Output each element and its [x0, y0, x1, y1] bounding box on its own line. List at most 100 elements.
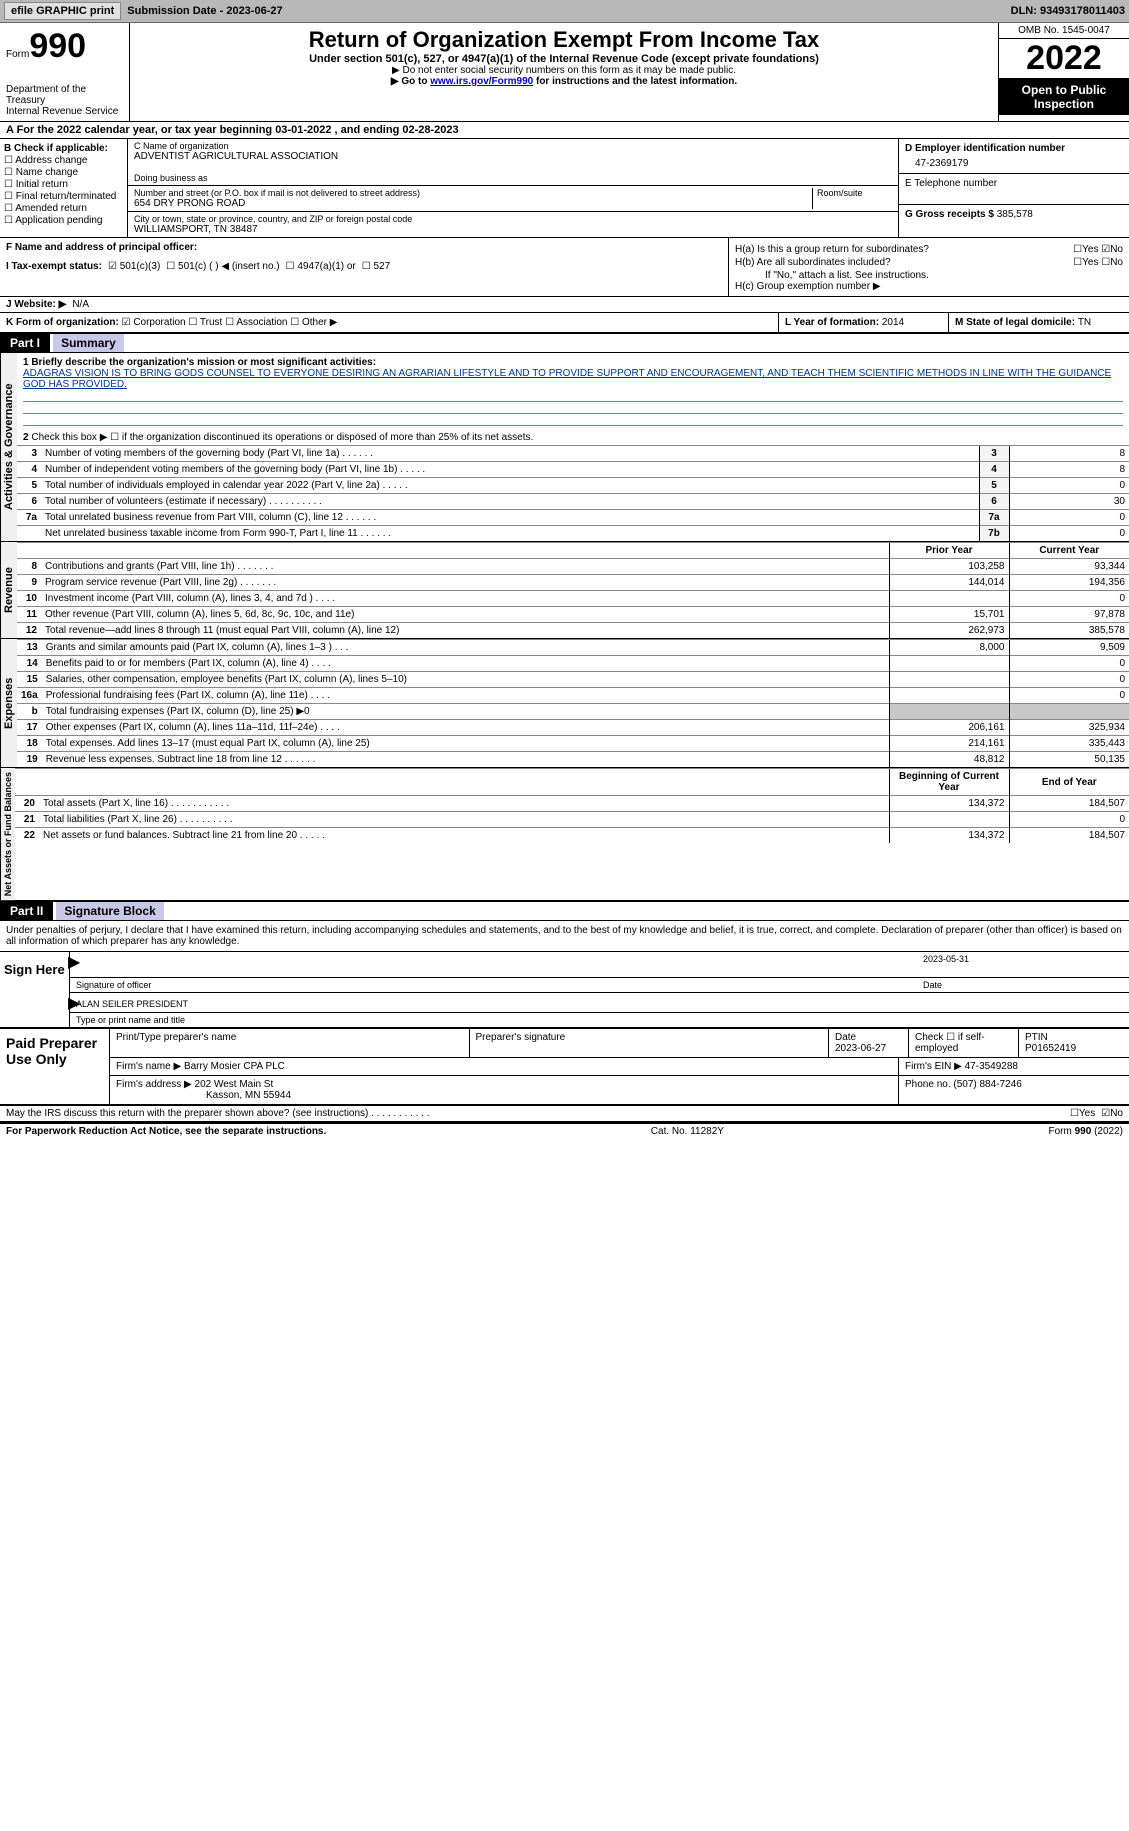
footer-left: For Paperwork Reduction Act Notice, see …	[6, 1126, 326, 1137]
firm-addr-label: Firm's address ▶	[116, 1079, 195, 1090]
part2-title: Signature Block	[56, 902, 163, 920]
part2-badge: Part II	[0, 902, 53, 920]
sig-date-value: 2023-05-31	[923, 954, 1123, 964]
discuss-yes[interactable]: ☐Yes	[1070, 1108, 1095, 1119]
expenses-table: 13Grants and similar amounts paid (Part …	[17, 639, 1129, 767]
efile-button[interactable]: efile GRAPHIC print	[4, 2, 121, 20]
q2-text: Check this box ▶ ☐ if the organization d…	[31, 432, 533, 443]
firm-ein: 47-3549288	[965, 1061, 1018, 1072]
row-j-website: J Website: ▶N/A	[0, 297, 1129, 313]
col-f-officer: F Name and address of principal officer:…	[0, 238, 729, 296]
city-label: City or town, state or province, country…	[134, 214, 892, 224]
sign-here-label: Sign Here	[0, 952, 70, 1027]
goto-note: ▶ Go to www.irs.gov/Form990 for instruct…	[136, 76, 992, 87]
state-domicile: TN	[1078, 317, 1091, 328]
hb-label: H(b) Are all subordinates included?	[735, 257, 891, 268]
chk-association[interactable]: ☐ Association	[225, 317, 287, 328]
form-title: Return of Organization Exempt From Incom…	[136, 27, 992, 53]
chk-initial-return[interactable]: ☐ Initial return	[4, 179, 123, 190]
prep-name-label: Print/Type preparer's name	[116, 1032, 463, 1043]
dba-label: Doing business as	[134, 173, 892, 183]
firm-name: Barry Mosier CPA PLC	[184, 1061, 285, 1072]
hb-note: If "No," attach a list. See instructions…	[735, 270, 1123, 281]
prep-self-emp[interactable]: Check ☐ if self-employed	[909, 1029, 1019, 1057]
revenue-table: Prior YearCurrent Year8Contributions and…	[17, 542, 1129, 638]
expenses-section: Expenses 13Grants and similar amounts pa…	[0, 639, 1129, 768]
col-b-checkboxes: B Check if applicable: ☐ Address change …	[0, 139, 128, 237]
ag-table: 3Number of voting members of the governi…	[17, 445, 1129, 541]
part1-header-row: Part I Summary	[0, 334, 1129, 353]
net-assets-section: Net Assets or Fund Balances Beginning of…	[0, 768, 1129, 902]
ha-no[interactable]: ☑No	[1101, 244, 1123, 255]
chk-corporation[interactable]: ☑ Corporation	[122, 317, 186, 328]
chk-amended-return[interactable]: ☐ Amended return	[4, 203, 123, 214]
chk-501c[interactable]: ☐ 501(c) ( ) ◀ (insert no.)	[166, 261, 279, 272]
name-title-label: Type or print name and title	[70, 1013, 1129, 1027]
chk-other[interactable]: ☐ Other ▶	[290, 317, 337, 328]
hc-label: H(c) Group exemption number ▶	[735, 281, 1123, 292]
chk-4947[interactable]: ☐ 4947(a)(1) or	[286, 261, 356, 272]
row-l-label: L Year of formation:	[785, 317, 882, 328]
addr-label: Number and street (or P.O. box if mail i…	[134, 188, 812, 198]
street-address: 654 DRY PRONG ROAD	[134, 198, 812, 209]
officer-name-title: ALAN SEILER PRESIDENT	[76, 999, 188, 1009]
org-name: ADVENTIST AGRICULTURAL ASSOCIATION	[134, 151, 892, 162]
discuss-no[interactable]: ☑No	[1101, 1108, 1123, 1119]
open-inspection: Open to Public Inspection	[999, 79, 1129, 115]
sig-officer-label: Signature of officer	[76, 980, 923, 990]
part2-header-row: Part II Signature Block	[0, 902, 1129, 921]
part1-title: Summary	[53, 334, 124, 352]
top-toolbar: efile GRAPHIC print Submission Date - 20…	[0, 0, 1129, 23]
footer-mid: Cat. No. 11282Y	[651, 1126, 724, 1137]
chk-501c3[interactable]: ☑ 501(c)(3)	[108, 261, 160, 272]
paid-preparer-label: Paid Preparer Use Only	[0, 1029, 110, 1104]
chk-trust[interactable]: ☐ Trust	[188, 317, 222, 328]
chk-527[interactable]: ☐ 527	[362, 261, 390, 272]
submission-date: Submission Date - 2023-06-27	[127, 5, 282, 17]
discuss-row: May the IRS discuss this return with the…	[0, 1106, 1129, 1123]
hb-no[interactable]: ☐No	[1101, 257, 1123, 268]
activities-governance-section: Activities & Governance 1 Briefly descri…	[0, 353, 1129, 542]
row-k-label: K Form of organization:	[6, 317, 119, 328]
chk-name-change[interactable]: ☐ Name change	[4, 167, 123, 178]
firm-ein-label: Firm's EIN ▶	[905, 1061, 965, 1072]
net-table: Beginning of Current YearEnd of Year20To…	[15, 768, 1129, 843]
row-a-tax-year: A For the 2022 calendar year, or tax yea…	[0, 122, 1129, 139]
sign-here-block: Sign Here ▶ 2023-05-31 Signature of offi…	[0, 952, 1129, 1029]
revenue-section: Revenue Prior YearCurrent Year8Contribut…	[0, 542, 1129, 639]
chk-address-change[interactable]: ☐ Address change	[4, 155, 123, 166]
row-klm: K Form of organization: ☑ Corporation ☐ …	[0, 313, 1129, 334]
prep-date-value: 2023-06-27	[835, 1043, 886, 1054]
dept-treasury: Department of the Treasury Internal Reve…	[6, 84, 123, 117]
sig-date-label: Date	[923, 980, 1123, 990]
gross-receipts: 385,578	[997, 209, 1033, 220]
page-footer: For Paperwork Reduction Act Notice, see …	[0, 1123, 1129, 1139]
part1-badge: Part I	[0, 334, 50, 352]
hb-yes[interactable]: ☐Yes	[1073, 257, 1098, 268]
prep-sig-label: Preparer's signature	[476, 1032, 823, 1043]
exp-label: Expenses	[0, 639, 17, 767]
ein-value: 47-2369179	[905, 158, 1123, 169]
chk-app-pending[interactable]: ☐ Application pending	[4, 215, 123, 226]
footer-right: Form 990 (2022)	[1049, 1126, 1123, 1137]
paid-preparer-block: Paid Preparer Use Only Print/Type prepar…	[0, 1029, 1129, 1106]
chk-final-return[interactable]: ☐ Final return/terminated	[4, 191, 123, 202]
prep-date-label: Date	[835, 1032, 856, 1043]
ha-yes[interactable]: ☐Yes	[1073, 244, 1098, 255]
phone-value: (507) 884-7246	[953, 1079, 1021, 1090]
row-m-label: M State of legal domicile:	[955, 317, 1078, 328]
rev-label: Revenue	[0, 542, 17, 638]
phone-label: Phone no.	[905, 1079, 953, 1090]
ein-label: D Employer identification number	[905, 143, 1123, 154]
tel-label: E Telephone number	[905, 178, 1123, 189]
irs-link[interactable]: www.irs.gov/Form990	[430, 76, 533, 87]
perjury-declaration: Under penalties of perjury, I declare th…	[0, 921, 1129, 952]
net-label: Net Assets or Fund Balances	[0, 768, 15, 900]
form-number: Form990	[6, 27, 123, 66]
mission-text: ADAGRAS VISION IS TO BRING GODS COUNSEL …	[23, 368, 1111, 390]
firm-name-label: Firm's name ▶	[116, 1061, 184, 1072]
row-i-label: I Tax-exempt status:	[6, 261, 102, 272]
dln: DLN: 93493178011403	[1011, 5, 1125, 17]
col-b-header: B Check if applicable:	[4, 143, 123, 154]
ptin-value: P01652419	[1025, 1043, 1076, 1054]
